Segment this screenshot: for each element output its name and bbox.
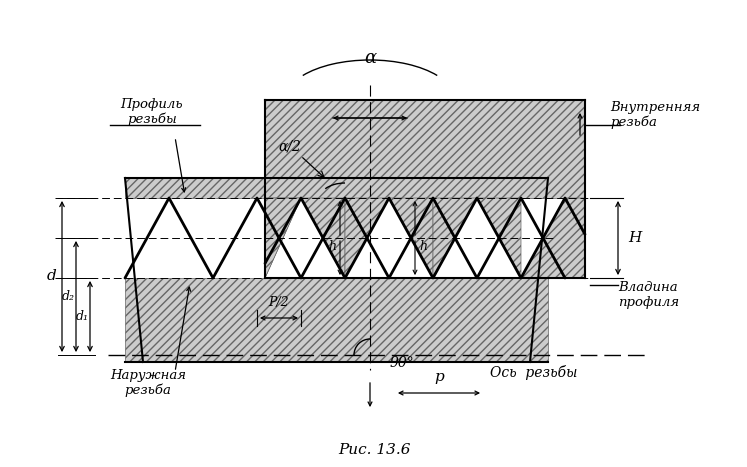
Polygon shape <box>125 178 548 198</box>
Polygon shape <box>521 198 585 278</box>
Text: Ось  резьбы: Ось резьбы <box>490 366 577 381</box>
Text: α/2: α/2 <box>279 139 324 177</box>
Text: α: α <box>364 49 376 67</box>
Text: d₂: d₂ <box>61 290 75 303</box>
Text: Внутренняя
резьба: Внутренняя резьба <box>610 101 700 129</box>
Text: Рис. 13.6: Рис. 13.6 <box>338 443 410 457</box>
Polygon shape <box>125 278 548 362</box>
Text: Профиль
резьбы: Профиль резьбы <box>121 98 183 126</box>
Polygon shape <box>265 100 585 198</box>
Text: H: H <box>628 231 641 245</box>
Text: h: h <box>328 240 336 253</box>
Polygon shape <box>265 198 301 278</box>
Text: Владина
профиля: Владина профиля <box>618 281 679 309</box>
Polygon shape <box>265 198 345 278</box>
Polygon shape <box>345 198 433 278</box>
Text: p: p <box>434 370 444 384</box>
Text: 90°: 90° <box>390 356 415 370</box>
Text: P/2: P/2 <box>269 296 289 309</box>
Text: Наружная
резьба: Наружная резьба <box>110 369 186 397</box>
Polygon shape <box>433 198 521 278</box>
Text: d₁: d₁ <box>75 310 88 323</box>
Text: d: d <box>47 269 57 283</box>
Text: h: h <box>419 240 427 253</box>
